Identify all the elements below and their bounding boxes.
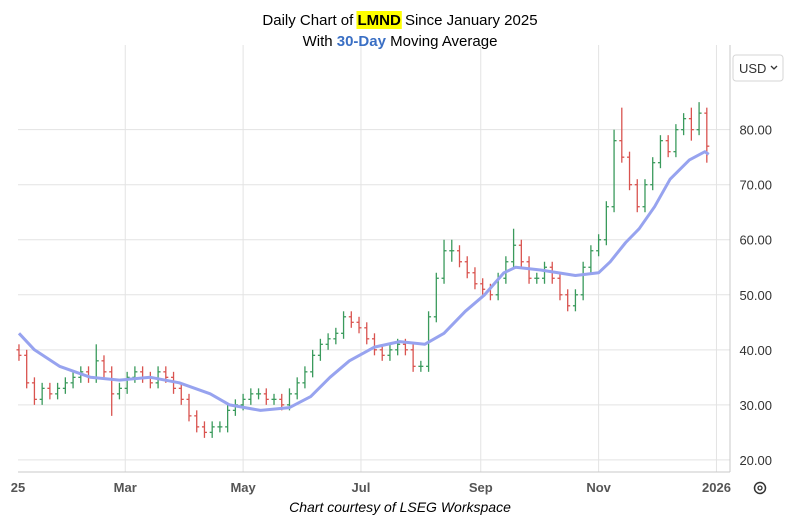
title-suffix: Since January 2025 <box>401 12 538 29</box>
x-tick-label: Mar <box>114 480 137 495</box>
dropdown-chevron <box>770 65 778 70</box>
y-tick-label: 80.00 <box>739 123 772 138</box>
subtitle-prefix: With <box>303 33 337 50</box>
y-tick-label: 70.00 <box>739 178 772 193</box>
y-tick-label: 40.00 <box>739 343 772 358</box>
y-tick-label: 20.00 <box>739 453 772 468</box>
currency-select[interactable] <box>732 54 784 82</box>
grid <box>18 45 730 472</box>
subtitle-suffix: Moving Average <box>386 33 497 50</box>
x-tick-label: May <box>230 480 256 495</box>
title-ticker: LMND <box>357 12 400 29</box>
title-prefix: Daily Chart of <box>262 12 357 29</box>
currency-label: USD <box>739 61 766 76</box>
settings-icon[interactable] <box>753 481 767 495</box>
y-tick-label: 60.00 <box>739 233 772 248</box>
moving-average-line <box>17 150 710 412</box>
y-tick-label: 50.00 <box>739 288 772 303</box>
source-note: Chart courtesy of LSEG Workspace <box>289 499 511 515</box>
x-tick-label: 25 <box>11 480 25 495</box>
x-tick-label: 2026 <box>702 480 731 495</box>
x-tick-label: Sep <box>469 480 493 495</box>
y-tick-label: 30.00 <box>739 398 772 413</box>
chart-subtitle: With 30-Day Moving Average <box>303 33 498 50</box>
x-tick-label: Nov <box>586 480 611 495</box>
subtitle-period: 30-Day <box>337 33 387 50</box>
gear-outer <box>753 481 767 495</box>
ticker-highlight <box>356 11 402 29</box>
marks <box>16 102 710 438</box>
chart-title: Daily Chart of LMND Since January 2025 <box>262 12 537 29</box>
x-tick-label: Jul <box>352 480 371 495</box>
gear-inner <box>757 485 763 491</box>
